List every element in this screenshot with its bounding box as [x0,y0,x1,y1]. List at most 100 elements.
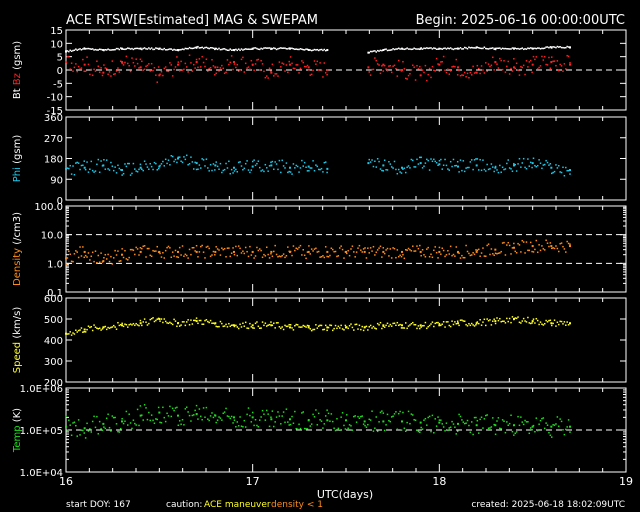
data-point-speed [228,322,230,325]
data-point-bz [381,65,383,67]
data-point-speed [301,326,303,328]
data-point-temp [70,434,73,437]
data-point-bz [201,55,203,58]
data-point-temp [326,419,329,422]
data-point-bt [114,48,116,51]
data-point-speed [214,322,217,325]
data-point-density [395,256,397,259]
data-point-density [143,245,146,247]
data-point-bz [313,60,316,62]
data-point-speed [449,325,452,328]
data-point-bt [167,48,170,51]
data-point-phi [316,165,319,168]
data-point-speed [200,319,202,322]
data-point-density [94,250,97,252]
data-point-temp [121,418,123,420]
data-point-speed [490,324,493,326]
data-point-speed [274,327,276,329]
data-point-bt [178,49,181,51]
data-point-phi [266,167,268,169]
data-point-density [181,245,184,247]
data-point-temp [337,427,340,430]
data-point-density [215,246,217,248]
data-point-density [472,252,474,254]
data-point-phi [555,164,557,166]
data-point-density [287,246,289,248]
data-point-speed [476,321,479,323]
data-point-bz [310,73,313,76]
data-point-temp [442,426,445,428]
data-point-density [86,256,88,258]
data-point-phi [382,170,385,172]
data-point-temp [522,423,525,426]
data-point-temp [249,414,251,417]
data-point-bt [104,48,107,51]
data-point-temp [458,413,460,416]
data-point-phi [309,167,312,169]
data-point-bt [73,49,76,51]
data-point-density [254,255,257,257]
data-point-temp [399,410,401,413]
data-point-bt [117,47,119,50]
data-point-temp [556,416,559,418]
data-point-density [416,245,418,247]
data-point-bt [383,48,386,51]
data-point-speed [562,323,564,325]
data-point-density [513,242,515,245]
data-point-phi [433,158,435,161]
data-point-density [355,251,358,253]
data-point-temp [397,412,400,415]
data-point-speed [402,327,404,329]
data-point-speed [307,326,310,329]
data-point-temp [162,406,164,409]
data-point-phi [229,172,232,175]
data-point-bt [494,47,497,50]
data-point-bz [305,66,307,68]
data-point-speed [104,325,107,328]
data-point-speed [256,321,258,323]
data-point-temp [75,424,77,427]
data-point-phi [379,168,382,170]
data-point-temp [414,419,417,422]
y-tick-label: -5 [53,79,63,90]
data-point-temp [419,421,422,424]
data-point-phi [323,161,326,164]
data-point-bt [492,47,494,49]
data-point-density [517,242,519,245]
data-point-density [226,247,229,249]
chart-title: ACE RTSW[Estimated] MAG & SWEPAM [66,13,318,28]
data-point-density [503,241,505,244]
data-point-density [233,250,235,253]
data-point-bt [68,50,70,53]
data-point-bt [285,48,288,50]
data-point-speed [69,331,71,333]
data-point-bz [180,60,182,63]
data-point-bt [201,46,203,49]
data-point-bz [222,67,224,70]
data-point-density [135,246,137,249]
data-point-density [167,245,170,248]
data-point-bt [310,49,313,52]
data-point-phi [183,156,185,158]
data-point-temp [483,418,486,420]
data-point-speed [244,321,247,324]
data-point-temp [298,423,300,426]
data-point-temp [543,427,546,430]
data-point-density [454,255,456,257]
data-point-bt [181,48,184,50]
data-point-speed [72,332,74,334]
data-point-temp [83,427,86,430]
data-point-density [214,254,216,256]
data-point-bt [569,46,571,49]
data-point-bt [211,47,213,49]
data-point-phi [562,166,564,169]
data-point-speed [177,322,179,325]
data-point-bt [480,47,483,50]
data-point-phi [521,162,524,164]
data-point-speed [504,322,507,324]
data-point-bt [426,47,428,49]
data-point-speed [531,322,533,324]
data-point-speed [185,321,188,323]
data-point-density [295,247,297,250]
data-point-density [438,246,441,249]
